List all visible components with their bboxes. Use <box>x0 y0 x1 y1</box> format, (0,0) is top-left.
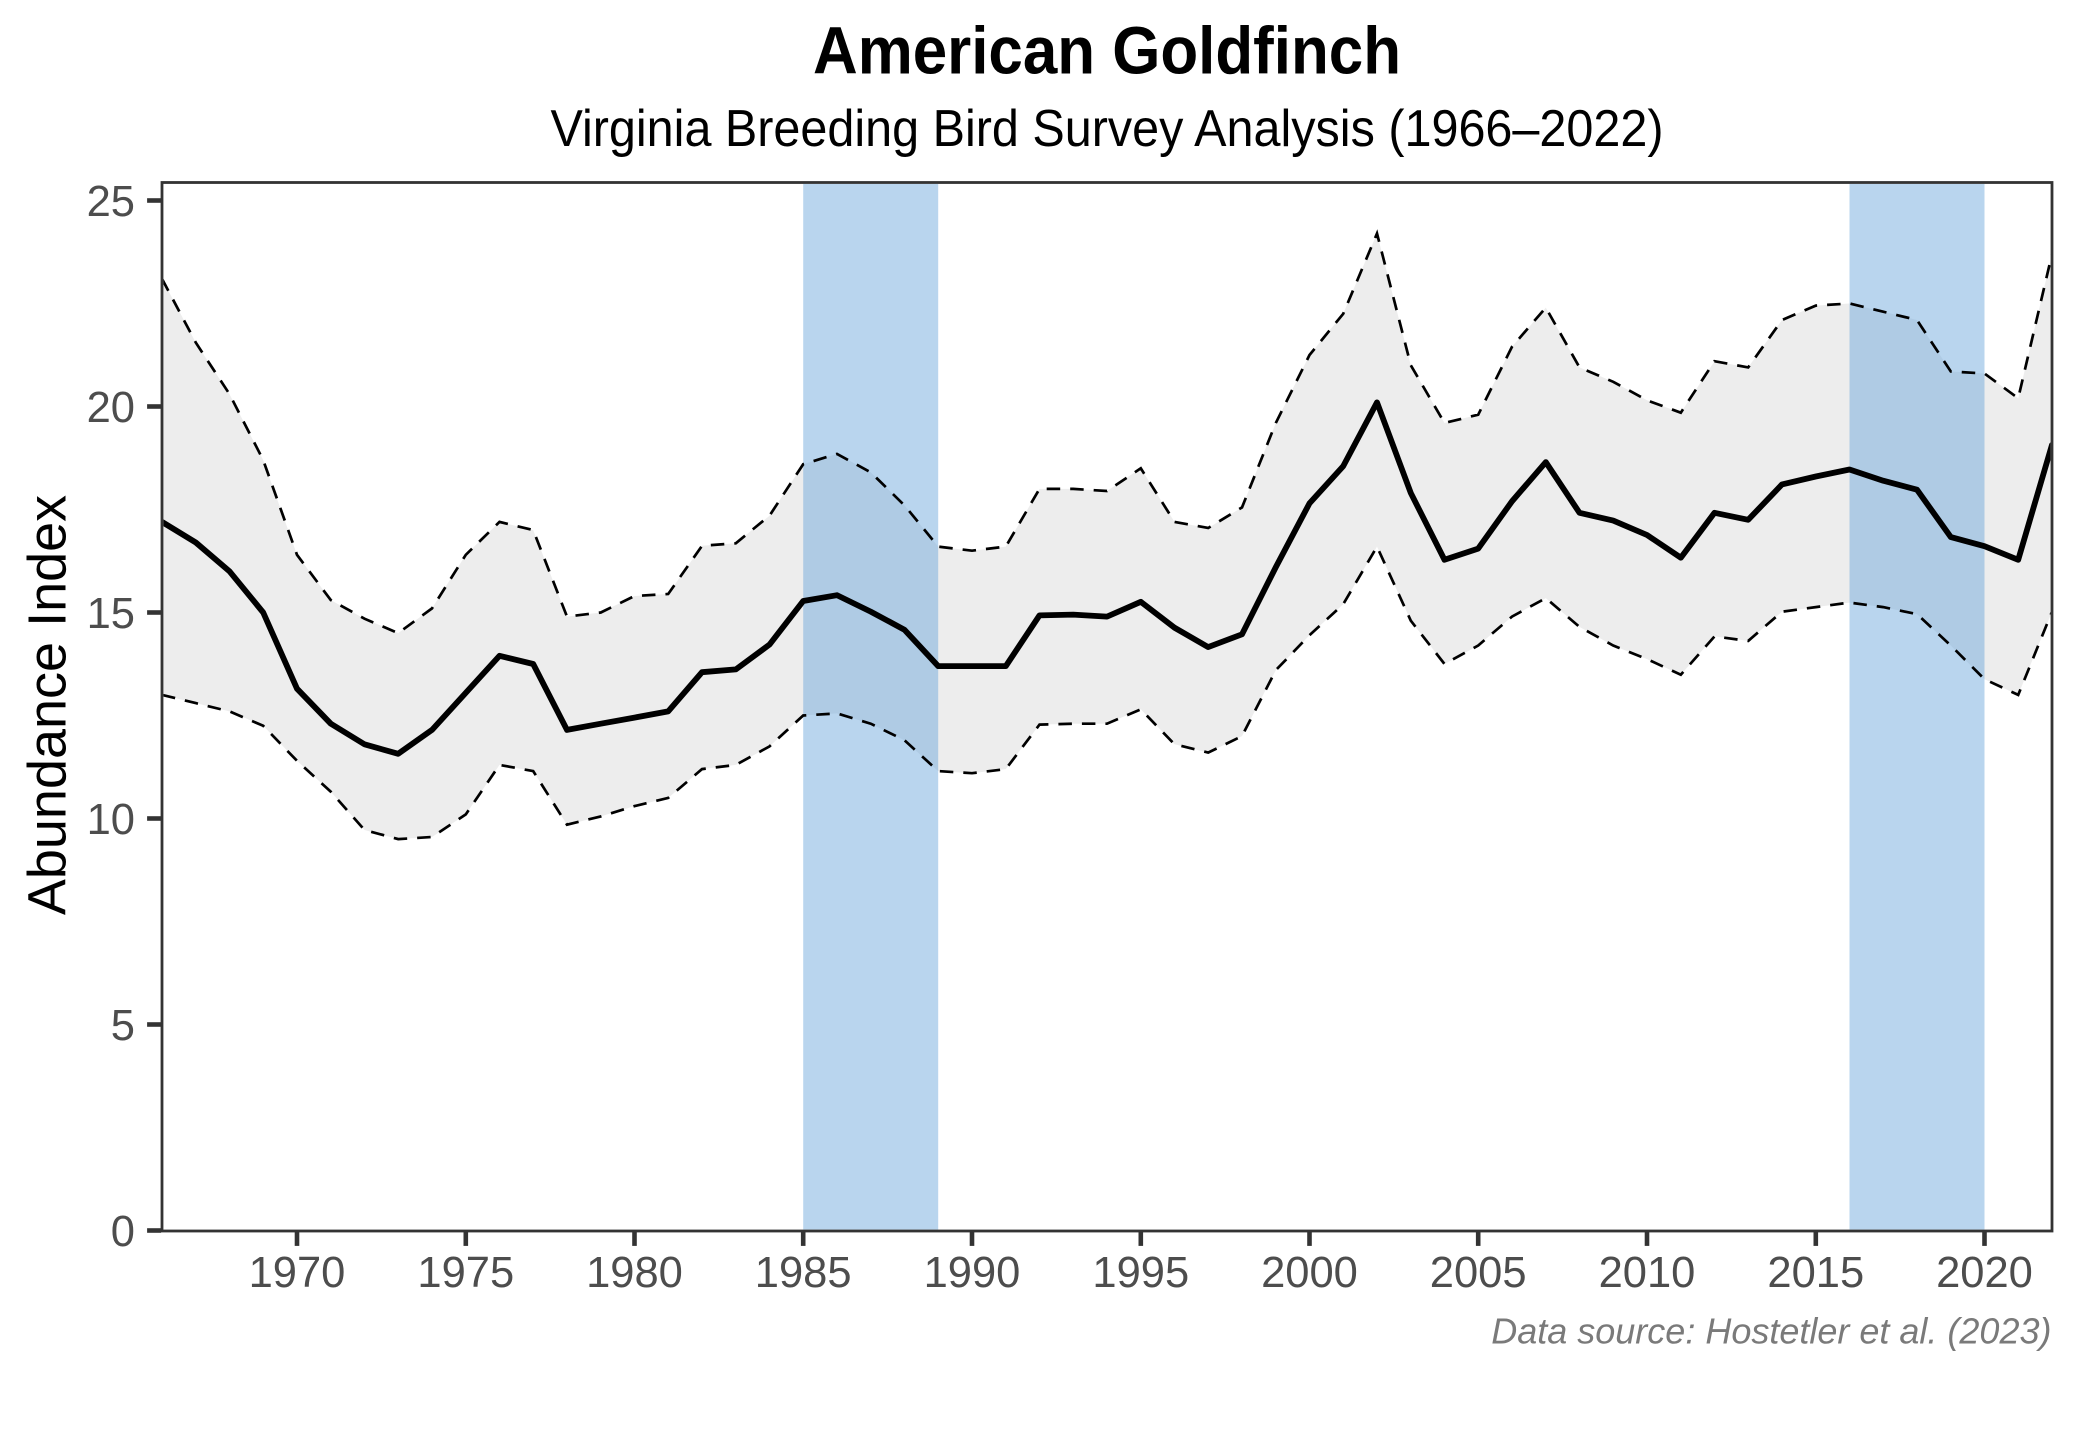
svg-text:10: 10 <box>87 796 135 844</box>
svg-text:1985: 1985 <box>755 1249 852 1297</box>
svg-text:15: 15 <box>87 590 135 638</box>
svg-text:1995: 1995 <box>1092 1249 1189 1297</box>
svg-text:American Goldfinch: American Goldfinch <box>813 15 1401 89</box>
svg-text:2005: 2005 <box>1430 1249 1527 1297</box>
svg-text:2015: 2015 <box>1767 1249 1864 1297</box>
svg-text:20: 20 <box>87 384 135 432</box>
svg-text:0: 0 <box>111 1208 135 1256</box>
svg-text:Abundance Index: Abundance Index <box>18 495 78 915</box>
svg-text:Virginia Breeding Bird Survey: Virginia Breeding Bird Survey Analysis (… <box>551 100 1664 158</box>
svg-text:1970: 1970 <box>249 1249 346 1297</box>
svg-text:2000: 2000 <box>1261 1249 1358 1297</box>
svg-text:1980: 1980 <box>586 1249 683 1297</box>
svg-text:5: 5 <box>111 1002 135 1050</box>
svg-text:2020: 2020 <box>1936 1249 2033 1297</box>
svg-text:1975: 1975 <box>417 1249 514 1297</box>
svg-text:Data source: Hostetler et al.: Data source: Hostetler et al. (2023) <box>1491 1311 2051 1352</box>
svg-text:25: 25 <box>87 178 135 226</box>
svg-text:2010: 2010 <box>1599 1249 1696 1297</box>
svg-text:1990: 1990 <box>924 1249 1021 1297</box>
